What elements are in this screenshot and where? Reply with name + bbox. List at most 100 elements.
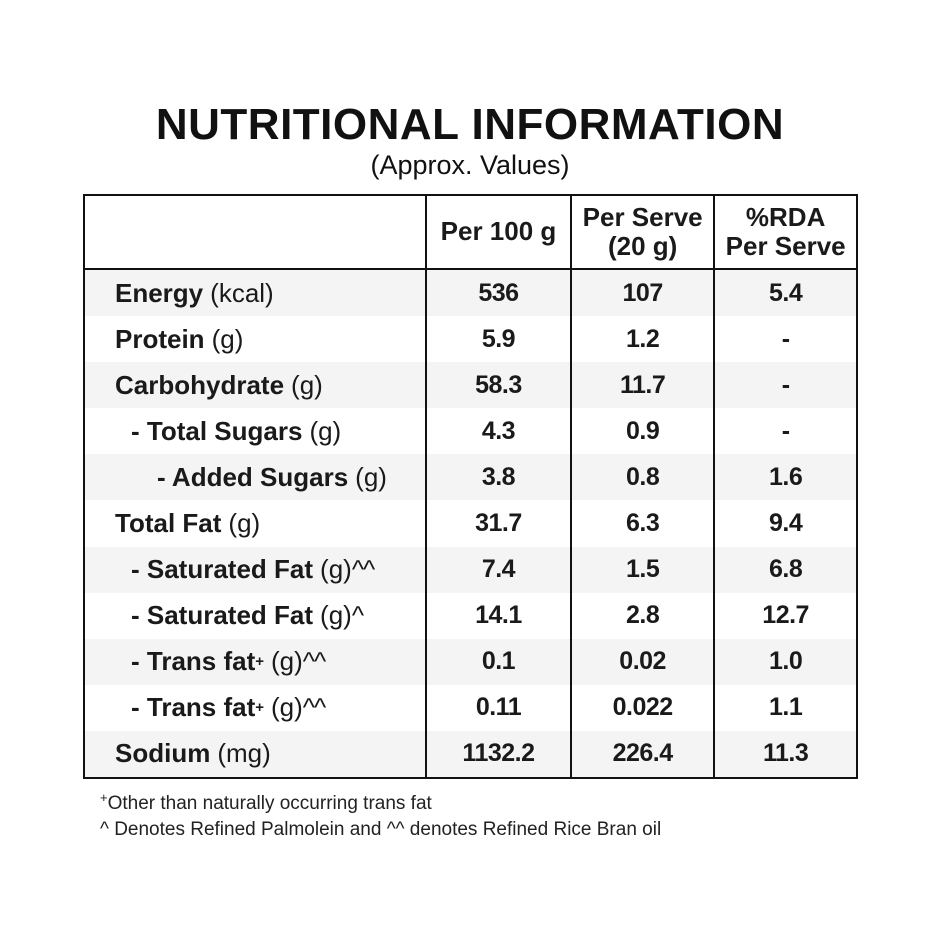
table-body: Energy (kcal) 536 107 5.4 Protein (g) 5.9 …	[85, 270, 856, 778]
nutrient-name: - Trans fat	[131, 646, 256, 677]
nutrient-unit-superscript: ^	[351, 600, 364, 631]
value-rda-per-serve: 12.7	[713, 592, 856, 639]
header-per-100g-label: Per 100 g	[440, 216, 557, 247]
footnote-oils-text: ^ Denotes Refined Palmolein and ^^ denot…	[100, 819, 662, 841]
value-per-100g: 31.7	[425, 500, 570, 547]
value-per-100g: 0.1	[425, 638, 570, 685]
table-row: Sodium (mg) 1132.2 226.4 11.3	[85, 730, 856, 778]
value-per-serve: 0.02	[569, 638, 713, 685]
header-cell-blank	[85, 196, 425, 268]
nutrient-unit: (g)	[228, 508, 261, 539]
footnote-trans-fat-text: Other than naturally occurring trans fat	[107, 793, 432, 814]
nutrient-label-cell: Carbohydrate (g)	[85, 362, 425, 408]
value-per-serve: 0.9	[569, 408, 713, 455]
nutrient-name: Energy	[115, 277, 204, 308]
nutrient-name: Protein	[115, 323, 205, 354]
header-rda-line1: %RDA	[745, 201, 826, 232]
footnote-plus-marker: +	[100, 790, 108, 805]
nutrient-label-cell: - Added Sugars (g)	[85, 454, 425, 500]
page-subtitle: (Approx. Values)	[370, 150, 570, 180]
nutrition-table: Per 100 g Per Serve (20 g) %RDA Per Serv…	[83, 194, 858, 779]
nutrient-label-cell: Sodium (mg)	[85, 731, 425, 777]
nutrient-label-cell: Protein (g)	[85, 316, 425, 362]
header-rda-line2: Per Serve	[725, 231, 846, 261]
value-rda-per-serve: -	[713, 408, 856, 455]
table-row: Carbohydrate (g) 58.3 11.7 -	[85, 362, 856, 409]
nutrient-unit-superscript: ^^	[302, 692, 326, 723]
table-row: - Saturated Fat (g) ^ 14.1 2.8 12.7	[85, 592, 856, 639]
value-per-serve: 11.7	[569, 362, 713, 409]
value-per-serve: 1.5	[569, 546, 713, 593]
value-per-100g: 4.3	[425, 408, 570, 455]
nutrient-unit: (g)	[291, 369, 323, 400]
table-row: - Saturated Fat (g) ^^ 7.4 1.5 6.8	[85, 546, 856, 593]
nutrient-name: Total Fat	[115, 508, 222, 539]
footnote-trans-fat: +Other than naturally occurring trans fa…	[100, 791, 860, 817]
nutrient-label-cell: - Total Sugars (g)	[85, 408, 425, 454]
value-per-100g: 1132.2	[425, 730, 570, 778]
nutrient-name: Carbohydrate	[115, 369, 285, 400]
page-title: NUTRITIONAL INFORMATION	[155, 100, 785, 149]
table-row: - Trans fat + (g) ^^ 0.1 0.02 1.0	[85, 638, 856, 685]
value-per-serve: 2.8	[569, 592, 713, 639]
header-per-serve-line2: (20 g)	[607, 231, 678, 261]
value-per-100g: 14.1	[425, 592, 570, 639]
value-rda-per-serve: 1.1	[713, 684, 856, 731]
value-per-serve: 107	[569, 270, 713, 317]
nutrient-label-cell: - Saturated Fat (g) ^^	[85, 547, 425, 593]
table-row: - Added Sugars (g) 3.8 0.8 1.6	[85, 454, 856, 501]
nutrient-unit-superscript: ^^	[351, 554, 375, 585]
value-per-serve: 6.3	[569, 500, 713, 547]
footnotes: +Other than naturally occurring trans fa…	[100, 791, 860, 843]
value-rda-per-serve: 1.0	[713, 638, 856, 685]
nutrient-unit: (g)	[271, 692, 303, 723]
table-row: Energy (kcal) 536 107 5.4	[85, 270, 856, 317]
header-cell-per-100g: Per 100 g	[425, 196, 570, 268]
nutrient-name: - Trans fat	[131, 692, 256, 723]
value-per-100g: 0.11	[425, 684, 570, 731]
value-rda-per-serve: 11.3	[713, 730, 856, 778]
value-per-100g: 5.9	[425, 316, 570, 363]
table-row: Total Fat (g) 31.7 6.3 9.4	[85, 500, 856, 547]
value-rda-per-serve: -	[713, 362, 856, 409]
header-per-serve-line1: Per Serve	[582, 201, 703, 232]
value-per-serve: 1.2	[569, 316, 713, 363]
nutrient-label-cell: Energy (kcal)	[85, 270, 425, 316]
nutrient-unit: (g)	[271, 646, 303, 677]
nutrient-unit: (g)	[320, 600, 352, 631]
table-row: - Total Sugars (g) 4.3 0.9 -	[85, 408, 856, 455]
table-row: Protein (g) 5.9 1.2 -	[85, 316, 856, 363]
value-per-serve: 0.022	[569, 684, 713, 731]
nutrient-label-cell: Total Fat (g)	[85, 500, 425, 546]
value-per-100g: 58.3	[425, 362, 570, 409]
value-per-100g: 536	[425, 270, 570, 317]
nutrient-unit: (mg)	[217, 738, 271, 769]
nutrient-unit: (g)	[211, 323, 244, 354]
nutrient-name: - Saturated Fat	[131, 600, 314, 631]
table-header-row: Per 100 g Per Serve (20 g) %RDA Per Serv…	[85, 196, 856, 270]
value-rda-per-serve: 1.6	[713, 454, 856, 501]
header-cell-per-serve: Per Serve (20 g)	[569, 196, 713, 268]
nutrient-unit: (g)	[309, 415, 342, 446]
value-per-100g: 7.4	[425, 546, 570, 593]
nutrient-label-cell: - Trans fat + (g) ^^	[131, 692, 326, 723]
nutrient-label-cell: - Saturated Fat (g) ^	[85, 593, 425, 639]
footnote-oils: ^ Denotes Refined Palmolein and ^^ denot…	[100, 817, 860, 843]
nutrient-name: - Added Sugars	[157, 461, 349, 492]
header-cell-rda: %RDA Per Serve	[713, 196, 856, 268]
nutrient-name: - Saturated Fat	[131, 554, 314, 585]
nutrient-unit: (g)	[320, 554, 352, 585]
nutrient-label-cell: - Trans fat + (g) ^^	[131, 646, 326, 677]
table-row: - Trans fat + (g) ^^ 0.11 0.022 1.1	[85, 684, 856, 731]
value-per-serve: 0.8	[569, 454, 713, 501]
value-rda-per-serve: 6.8	[713, 546, 856, 593]
nutrient-name: - Total Sugars	[131, 415, 303, 446]
nutrient-unit: (g)	[355, 461, 387, 492]
value-per-100g: 3.8	[425, 454, 570, 501]
nutrient-name: Sodium	[115, 738, 211, 769]
value-per-serve: 226.4	[569, 730, 713, 778]
nutrient-unit: (kcal)	[210, 277, 274, 308]
value-rda-per-serve: 9.4	[713, 500, 856, 547]
value-rda-per-serve: -	[713, 316, 856, 363]
